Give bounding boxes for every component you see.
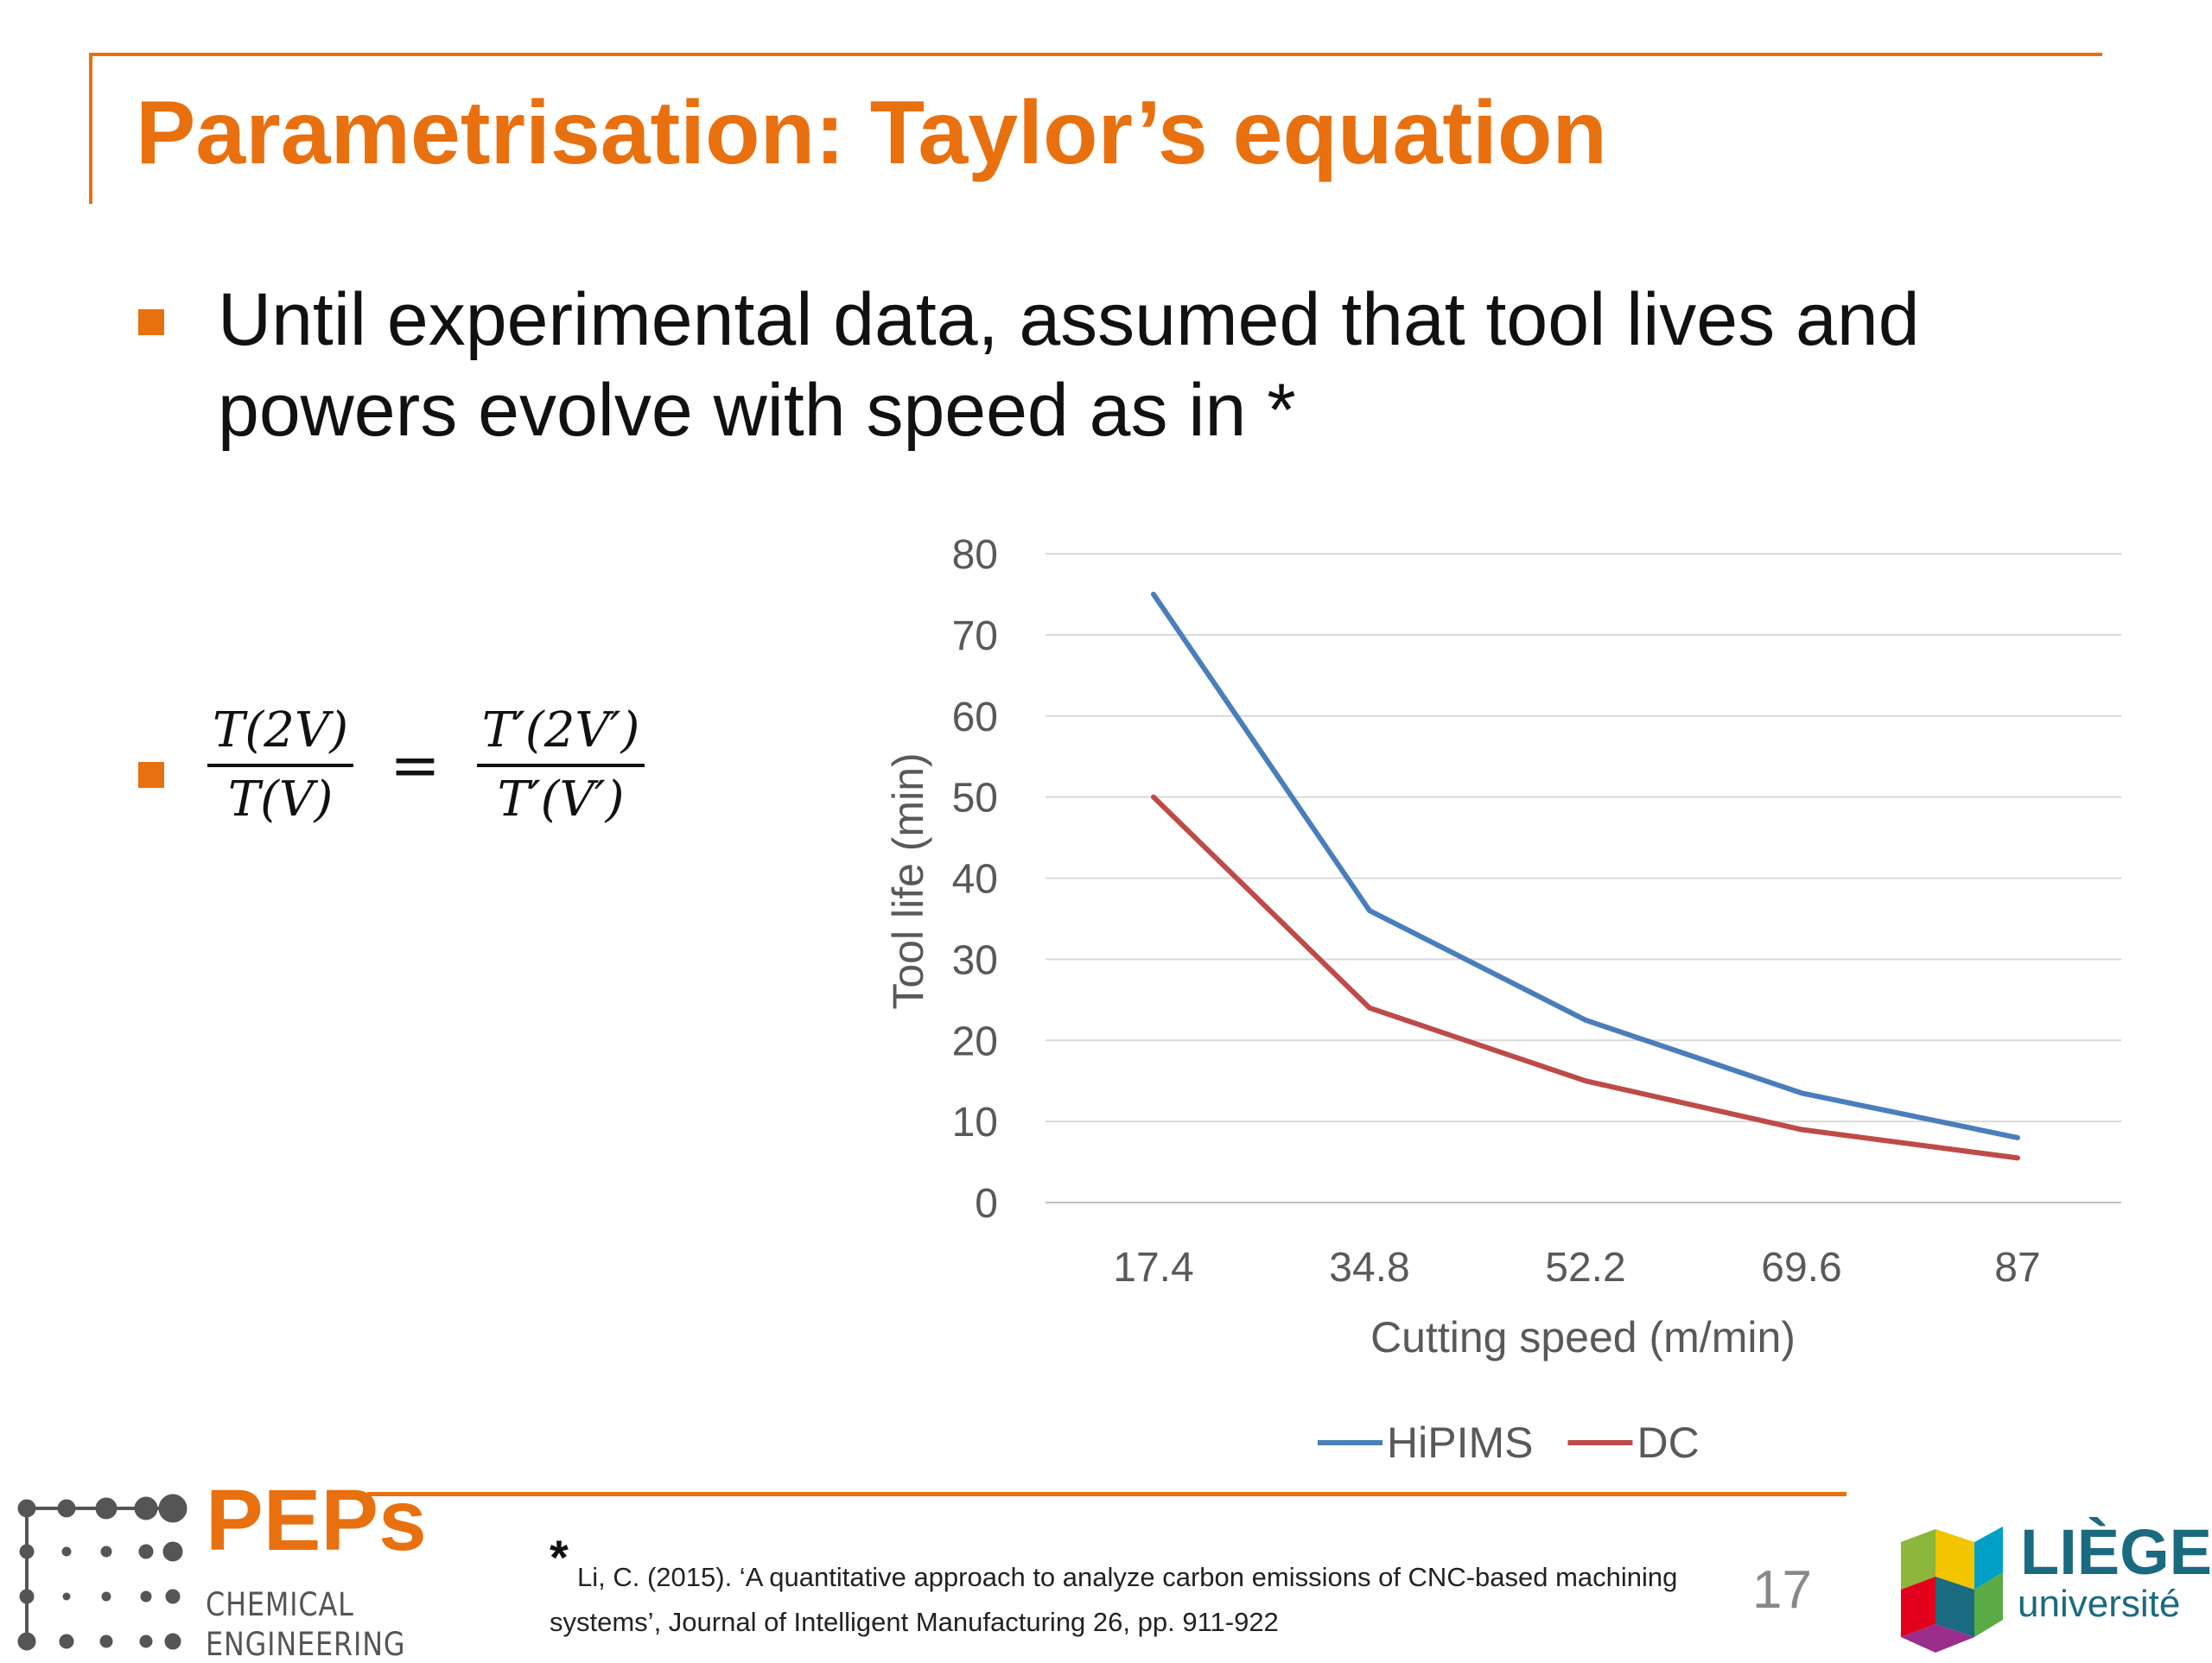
chart-gridlines (1046, 553, 2121, 1203)
y-tick-label: 40 (952, 857, 998, 903)
series-line-dc (1151, 794, 2020, 1161)
tool-life-chart: 0 10 20 30 40 50 60 70 80 17.4 34.8 52.2 69.6 87 Too… (884, 532, 2121, 1467)
series-line-hipims (1151, 591, 2020, 1140)
formula-right-numerator: T′(2V′) (476, 698, 645, 767)
bullet-square-icon (138, 762, 164, 788)
y-tick-label: 80 (952, 532, 998, 578)
peps-dots-logo-icon (17, 1494, 188, 1651)
y-axis-ticks: 0 10 20 30 40 50 60 70 80 (952, 532, 998, 1227)
legend-entry: HiPIMS (1387, 1419, 1533, 1467)
liege-cube-logo-icon (1901, 1527, 2003, 1653)
formula-left-numerator: T(2V) (207, 698, 354, 767)
liege-logo-sub: université (2018, 1583, 2181, 1625)
x-axis-label: Cutting speed (m/min) (1370, 1313, 1796, 1362)
y-tick-label: 20 (952, 1019, 998, 1064)
title-frame-top (89, 53, 2102, 56)
y-tick-label: 70 (952, 613, 998, 659)
footer-line (367, 1492, 1847, 1496)
y-tick-label: 50 (952, 776, 998, 822)
x-tick-label: 52.2 (1545, 1245, 1625, 1291)
y-tick-label: 10 (952, 1100, 998, 1146)
formula-left-denominator: T(V) (227, 771, 334, 828)
peps-logo-line2: ENGINEERING (206, 1626, 406, 1663)
y-tick-label: 60 (952, 695, 998, 740)
title-frame-left (89, 53, 92, 204)
x-tick-label: 87 (1994, 1245, 2040, 1291)
formula-right-fraction: T′(2V′) T′(V′) (476, 698, 645, 833)
x-tick-label: 69.6 (1761, 1245, 1841, 1291)
formula-right-denominator: T′(V′) (497, 771, 625, 828)
peps-logo-name: PEPs (206, 1472, 427, 1569)
reference-citation: Li, C. (2015). ‘A quantitative approach … (550, 1562, 1678, 1637)
chart-series (1151, 591, 2020, 1161)
x-tick-label: 34.8 (1329, 1245, 1409, 1291)
reference-star: * (550, 1530, 569, 1584)
slide-title: Parametrisation: Taylor’s equation (136, 83, 1607, 183)
taylor-formula: T(2V) T(V) = T′(2V′) T′(V′) (207, 698, 645, 833)
peps-logo-line1: CHEMICAL (206, 1586, 354, 1623)
liege-logo-name: LIÈGE (2020, 1516, 2212, 1588)
formula-left-fraction: T(2V) T(V) (207, 698, 354, 833)
x-tick-label: 17.4 (1113, 1245, 1193, 1291)
page-number: 17 (1752, 1560, 1812, 1620)
bullet-text: Until experimental data, assumed that to… (218, 278, 1920, 452)
bullet-square-icon (138, 309, 164, 335)
y-tick-label: 30 (952, 937, 998, 983)
formula-equals: = (390, 730, 441, 801)
chart-legend: HiPIMS DC (1318, 1419, 1700, 1467)
x-axis-ticks: 17.4 34.8 52.2 69.6 87 (1113, 1245, 2040, 1291)
y-axis-label: Tool life (min) (884, 752, 932, 1009)
y-tick-label: 0 (975, 1181, 998, 1227)
legend-entry: DC (1637, 1419, 1699, 1467)
